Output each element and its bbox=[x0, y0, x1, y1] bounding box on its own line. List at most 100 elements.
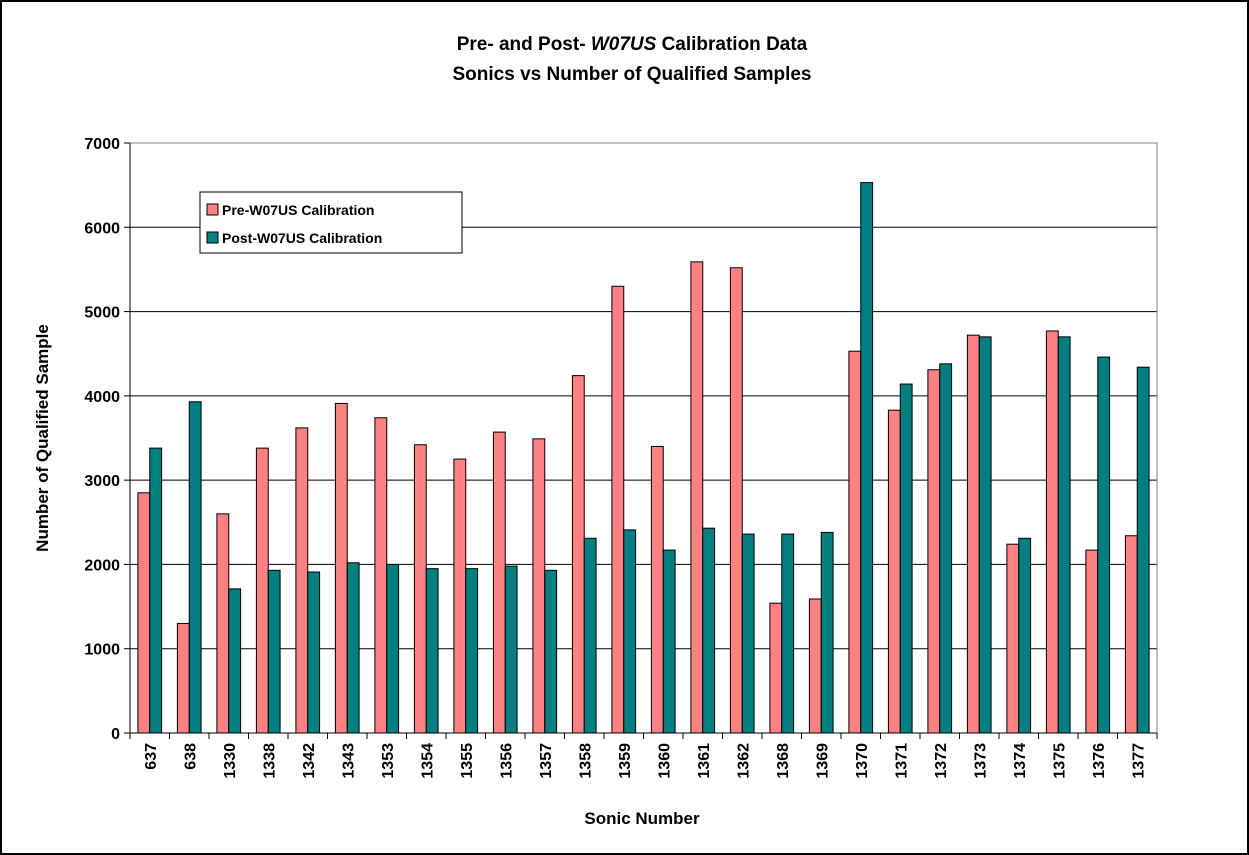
bar bbox=[583, 537, 597, 734]
bar bbox=[690, 261, 704, 734]
chart-subtitle: Sonics vs Number of Qualified Samples bbox=[453, 64, 812, 85]
x-tick-label: 1358 bbox=[577, 743, 594, 779]
bar bbox=[848, 350, 862, 734]
y-tick-label: 7000 bbox=[84, 136, 120, 153]
legend-box bbox=[199, 191, 463, 254]
bar bbox=[1006, 543, 1020, 734]
bar bbox=[1124, 535, 1138, 734]
x-tick-label: 1359 bbox=[617, 743, 634, 779]
x-tick-label: 1360 bbox=[656, 743, 673, 779]
title-part: Pre- and Post- bbox=[457, 34, 586, 55]
bar bbox=[769, 602, 783, 734]
y-tick-label: 2000 bbox=[84, 557, 120, 574]
x-tick-label: 1330 bbox=[222, 743, 239, 779]
x-tick-label: 1356 bbox=[498, 743, 515, 779]
bar bbox=[137, 492, 151, 734]
bar bbox=[504, 565, 518, 734]
x-tick-label: 1355 bbox=[459, 743, 476, 779]
bar bbox=[413, 444, 427, 734]
x-tick-label: 1354 bbox=[419, 743, 436, 779]
x-tick-label: 1370 bbox=[854, 743, 871, 779]
bar bbox=[307, 571, 321, 734]
x-tick-label: 1353 bbox=[380, 743, 397, 779]
x-tick-label: 1375 bbox=[1051, 743, 1068, 779]
title-part: Calibration Data bbox=[662, 34, 808, 55]
bar bbox=[465, 568, 479, 734]
x-tick-label: 1338 bbox=[261, 743, 278, 779]
bar bbox=[149, 447, 163, 734]
x-tick-label: 1368 bbox=[775, 743, 792, 779]
y-tick-label: 4000 bbox=[84, 389, 120, 406]
bar bbox=[1057, 336, 1071, 734]
chart-title: Pre- and Post- W07US Calibration Data bbox=[457, 34, 808, 55]
y-tick-label: 6000 bbox=[84, 220, 120, 237]
title-part: W07US bbox=[591, 34, 657, 55]
x-tick-label: 1369 bbox=[814, 743, 831, 779]
x-tick-label: 1372 bbox=[933, 743, 950, 779]
bar bbox=[1136, 366, 1150, 734]
x-tick-label: 1374 bbox=[1012, 743, 1029, 779]
bar bbox=[966, 334, 980, 734]
bar bbox=[492, 431, 506, 734]
bar bbox=[228, 588, 242, 734]
bar bbox=[453, 458, 467, 734]
bar bbox=[729, 267, 743, 734]
bar bbox=[334, 402, 348, 734]
bar bbox=[374, 417, 388, 734]
legend-swatch bbox=[206, 203, 219, 216]
x-tick-label: 1357 bbox=[538, 743, 555, 779]
bar bbox=[1085, 549, 1099, 734]
bar bbox=[702, 527, 716, 734]
x-axis-title: Sonic Number bbox=[584, 809, 700, 828]
legend-label: Post-W07US Calibration bbox=[222, 230, 382, 246]
bar bbox=[860, 182, 874, 734]
x-tick-label: 637 bbox=[143, 743, 160, 770]
bar bbox=[425, 568, 439, 734]
x-tick-label: 1361 bbox=[696, 743, 713, 779]
bar bbox=[255, 447, 269, 734]
legend: Pre-W07US Calibration Post-W07US Calibrat… bbox=[199, 191, 463, 254]
y-tick-label: 1000 bbox=[84, 642, 120, 659]
x-tick-label: 1343 bbox=[340, 743, 357, 779]
bar bbox=[532, 438, 546, 734]
y-tick-label: 5000 bbox=[84, 305, 120, 322]
bar bbox=[544, 569, 558, 734]
bar bbox=[176, 622, 190, 734]
bar bbox=[267, 569, 281, 734]
bar bbox=[781, 533, 795, 734]
y-tick-label: 3000 bbox=[84, 473, 120, 490]
y-tick-label: 0 bbox=[111, 726, 120, 743]
y-axis-title: Number of Qualified Sample bbox=[33, 324, 52, 552]
x-tick-label: 1373 bbox=[972, 743, 989, 779]
bar bbox=[650, 445, 664, 734]
bar bbox=[808, 598, 822, 734]
bar bbox=[623, 529, 637, 734]
bar bbox=[611, 285, 625, 734]
legend-label: Pre-W07US Calibration bbox=[222, 202, 374, 218]
bar bbox=[939, 363, 953, 734]
bar bbox=[927, 369, 941, 734]
x-tick-label: 638 bbox=[182, 743, 199, 770]
x-tick-label: 1362 bbox=[735, 743, 752, 779]
bar bbox=[741, 533, 755, 734]
x-tick-label: 1376 bbox=[1091, 743, 1108, 779]
bar bbox=[216, 513, 230, 734]
x-tick-label: 1377 bbox=[1130, 743, 1147, 779]
bar bbox=[188, 401, 202, 734]
bar bbox=[662, 549, 676, 734]
bar bbox=[899, 383, 913, 734]
bar bbox=[820, 531, 834, 734]
bar bbox=[386, 563, 400, 734]
bar bbox=[571, 375, 585, 734]
bar bbox=[887, 409, 901, 734]
bar bbox=[978, 336, 992, 734]
bar bbox=[346, 562, 360, 734]
bar bbox=[1018, 537, 1032, 734]
legend-swatch bbox=[206, 231, 219, 244]
x-tick-label: 1342 bbox=[301, 743, 318, 779]
bar bbox=[295, 427, 309, 734]
bar bbox=[1045, 330, 1059, 734]
x-tick-label: 1371 bbox=[893, 743, 910, 779]
bar bbox=[1097, 356, 1111, 734]
